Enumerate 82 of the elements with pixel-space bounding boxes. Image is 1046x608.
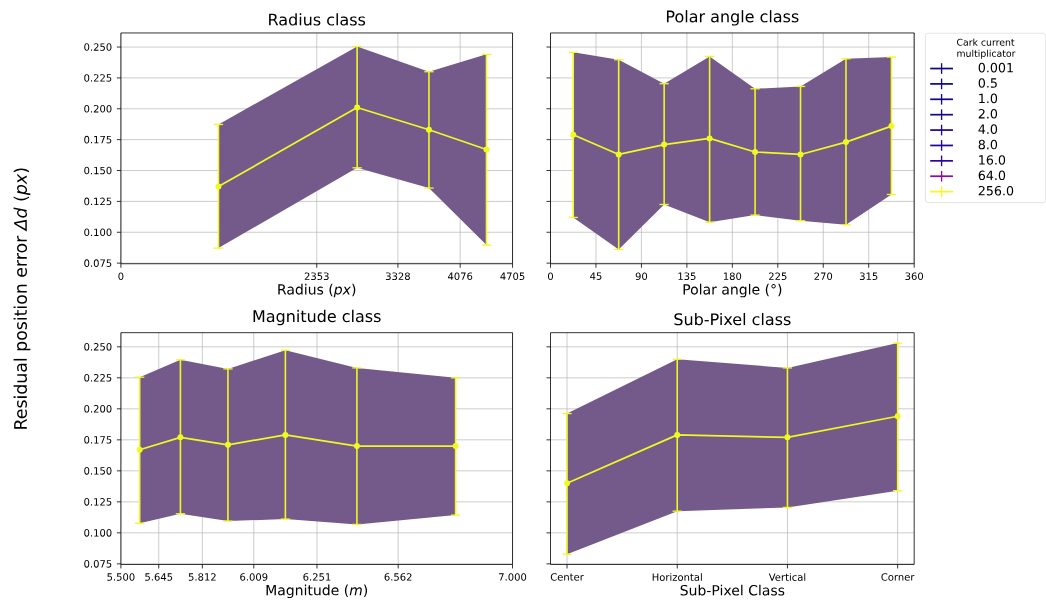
legend-label: 0.5 [978, 77, 997, 88]
y-tick-label: 0.250 [84, 43, 112, 51]
x-tick-label: 4076 [447, 272, 473, 280]
chart-title: Radius class [269, 13, 366, 26]
point [661, 141, 668, 148]
point [215, 183, 222, 190]
point [354, 104, 361, 111]
x-axis-title: Polar angle (°) [683, 283, 782, 298]
x-tick-label: 6.562 [384, 572, 412, 581]
y-tick-label: 0.225 [84, 73, 112, 82]
y-axis-title: Residual position error Δd (px) [13, 168, 31, 429]
x-tick-label: 4705 [500, 272, 525, 280]
legend-label: 64.0 [978, 170, 1006, 180]
legend-label: 16.0 [979, 154, 1006, 165]
point [615, 151, 622, 158]
point [483, 146, 490, 153]
point [136, 446, 143, 453]
x-tick-label: 7.000 [499, 572, 527, 581]
y-tick-label: 0.200 [84, 404, 112, 413]
y-tick-label: 0.175 [84, 135, 112, 144]
x-tick-label: 5.812 [188, 572, 216, 581]
point [177, 434, 184, 441]
point [570, 131, 577, 138]
x-tick-label: 3328 [385, 272, 410, 280]
point [452, 442, 459, 449]
point [674, 431, 681, 438]
x-tick-label: 90 [635, 272, 648, 280]
point [564, 480, 571, 487]
x-tick-label: 0 [118, 272, 124, 280]
x-tick-label: Center [550, 572, 584, 581]
y-tick-label: 0.125 [84, 197, 112, 205]
x-tick-label: 225 [769, 272, 787, 280]
x-tick-label: 5.645 [145, 572, 173, 581]
point [425, 126, 432, 133]
point [797, 151, 804, 158]
x-tick-label: 270 [814, 272, 833, 280]
chart-title: Magnitude class [253, 309, 381, 326]
y-tick-label: 0.150 [84, 166, 112, 175]
point [224, 441, 231, 448]
point [752, 148, 759, 155]
y-tick-label: 0.225 [84, 373, 112, 382]
x-tick-label: 2353 [304, 272, 329, 280]
x-tick-label: 360 [905, 272, 924, 280]
point [888, 122, 895, 129]
point [784, 434, 791, 441]
x-axis-title: Magnitude (m) [266, 584, 368, 598]
point [706, 135, 713, 142]
x-tick-label: 180 [723, 272, 742, 280]
x-tick-label: 135 [678, 272, 696, 280]
chart-title: Polar angle class [666, 9, 799, 26]
x-tick-label: 315 [859, 272, 878, 280]
point [282, 431, 289, 438]
y-tick-label: 0.100 [84, 228, 112, 236]
y-tick-label: 0.200 [84, 104, 112, 113]
y-tick-label: 0.150 [84, 466, 112, 475]
y-tick-label: 0.175 [84, 435, 112, 444]
legend-label: 2.0 [978, 108, 998, 119]
x-tick-label: 6.009 [240, 572, 268, 581]
legend-label: 256.0 [978, 185, 1014, 196]
x-tick-label: Vertical [768, 572, 806, 581]
point [353, 442, 360, 449]
legend-label: 8.0 [978, 139, 998, 150]
y-tick-label: 0.075 [84, 259, 112, 267]
x-tick-label: 45 [590, 272, 602, 280]
legend-label: 4.0 [978, 124, 998, 134]
legend-label: 0.001 [978, 62, 1013, 73]
x-tick-label: Horizontal [652, 572, 702, 581]
y-tick-label: 0.075 [84, 559, 112, 568]
x-tick-label: 6.251 [303, 572, 331, 581]
y-tick-label: 0.125 [84, 497, 112, 506]
chart-title: Sub-Pixel class [674, 312, 791, 326]
x-tick-label: 5.500 [107, 572, 135, 581]
y-tick-label: 0.100 [84, 528, 112, 537]
x-axis-title: Sub-Pixel Class [680, 584, 785, 596]
x-tick-label: 0 [548, 272, 554, 280]
x-axis-title: Radius (px) [278, 283, 356, 298]
x-tick-label: Corner [881, 572, 915, 581]
y-tick-label: 0.250 [84, 342, 112, 351]
point [894, 413, 901, 420]
point [842, 138, 849, 145]
legend-title: Cark current multiplicator [957, 38, 1016, 59]
legend-label: 1.0 [979, 93, 998, 103]
